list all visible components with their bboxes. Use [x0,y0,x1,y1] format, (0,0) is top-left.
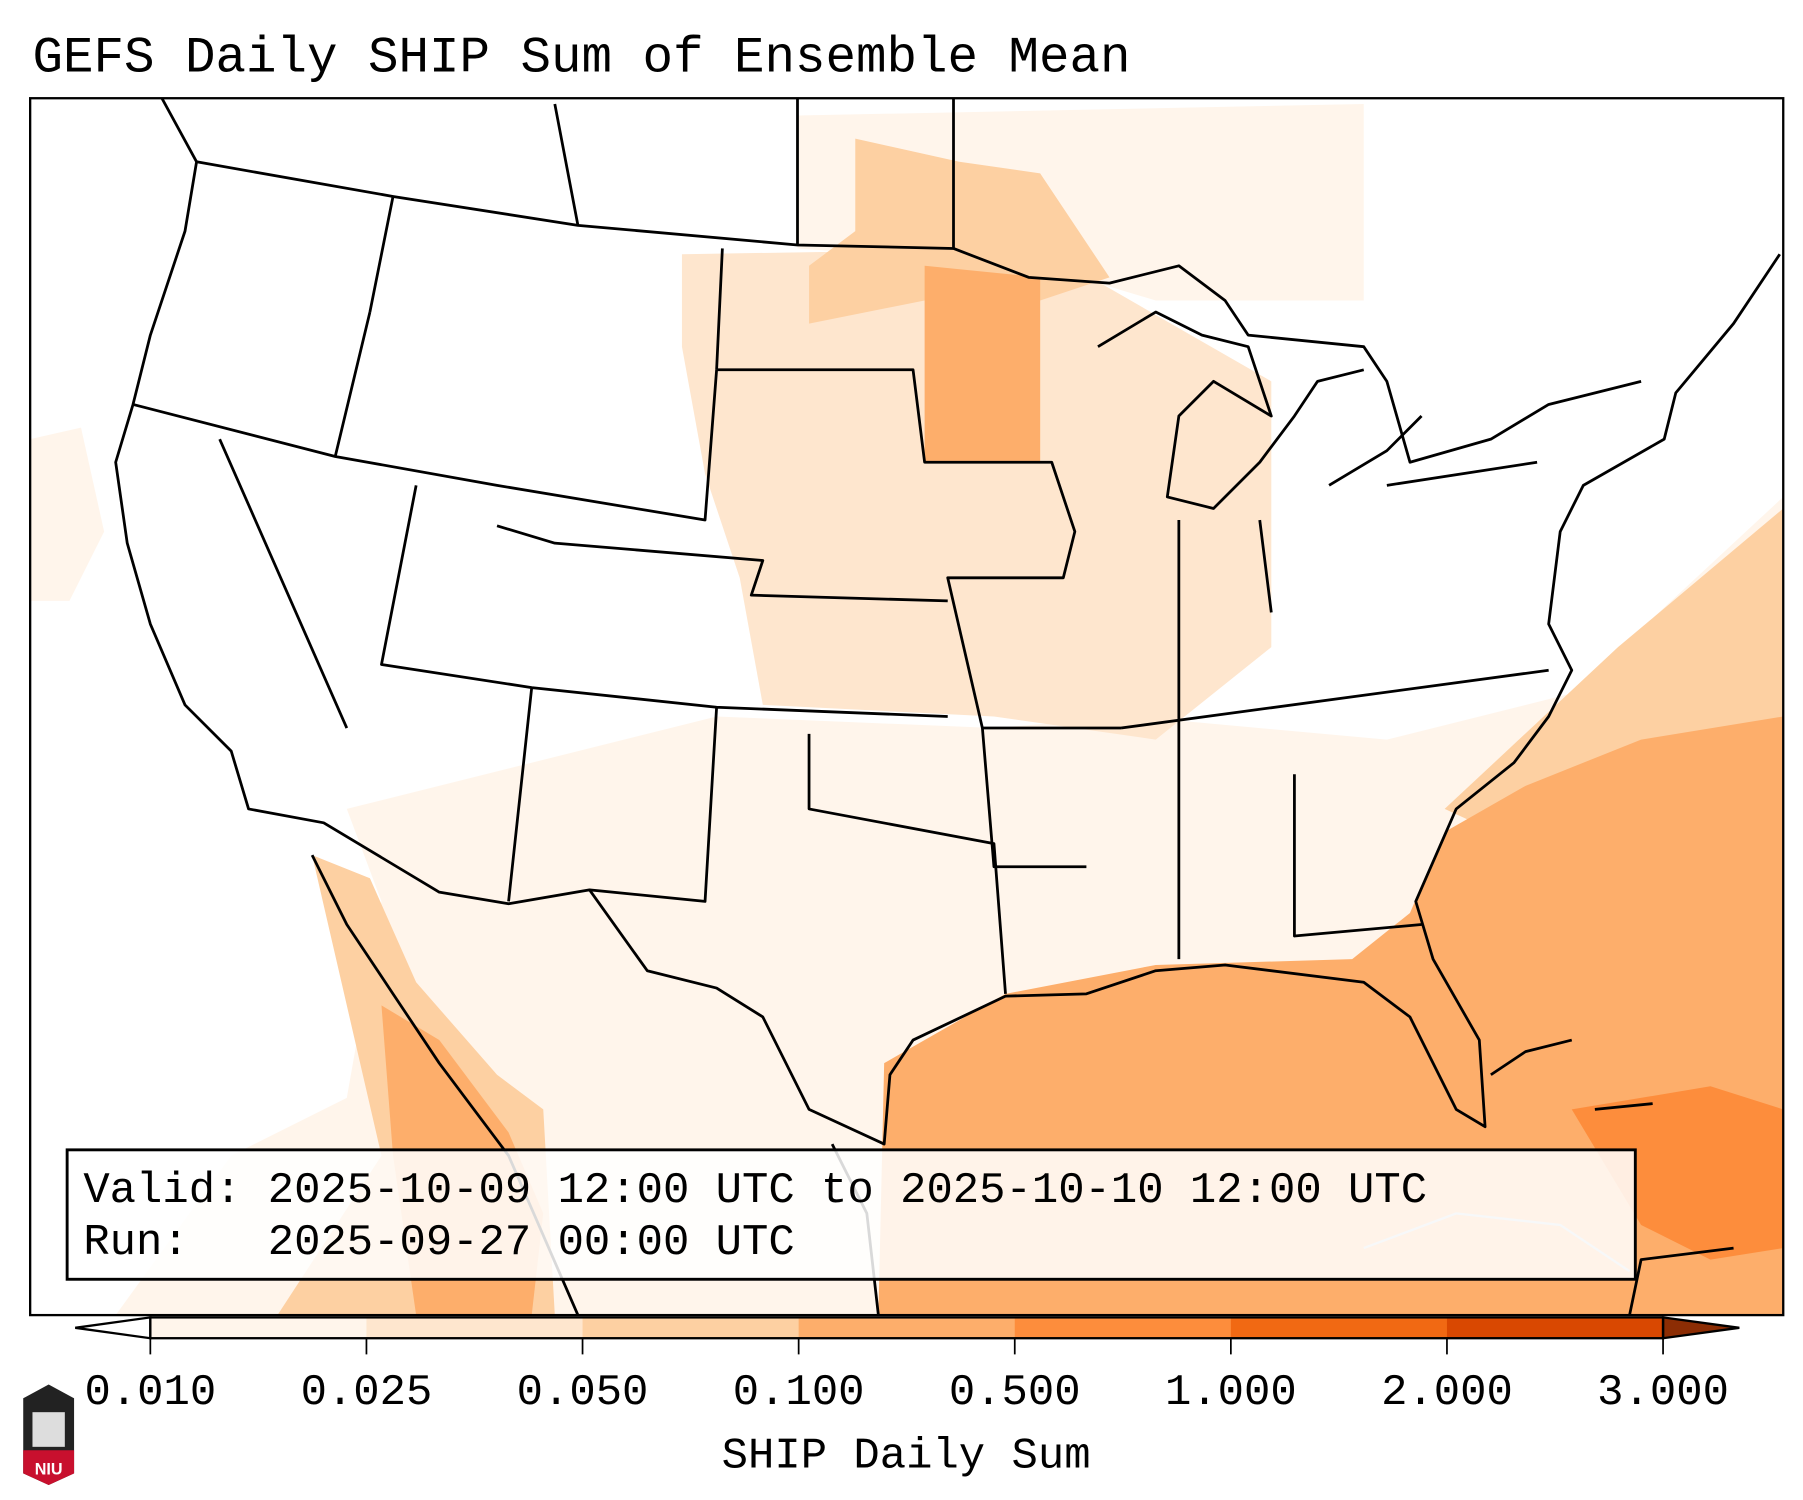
map-panel: Valid: 2025-10-09 12:00 UTC to 2025-10-1… [29,97,1785,1317]
shade-plains-light [681,248,1272,740]
colorbar-segment [798,1317,1016,1339]
niu-logo: NIU [23,1384,75,1485]
colorbar-extend-max [1661,1316,1740,1340]
colorbar-tick-label: 0.100 [733,1368,865,1418]
shade-west-coast [30,427,105,601]
colorbar-frame [149,1316,1665,1340]
great-lakes [1097,310,1423,510]
state-lines [132,98,1549,994]
colorbar-segment [582,1317,800,1339]
colorbar-extend-min [75,1316,152,1340]
colorbar-tick-label: 2.000 [1381,1368,1513,1418]
shade-bahamas [1571,1086,1784,1260]
colorbar-segment [150,1317,368,1339]
page-title: GEFS Daily SHIP Sum of Ensemble Mean [32,31,1130,88]
niu-logo-text: NIU [35,1461,63,1479]
colorbar-tick-label: 0.010 [84,1368,216,1418]
colorbar-segment [1230,1317,1448,1339]
colorbar-segment [1014,1317,1232,1339]
shade-minnesota [924,265,1041,463]
colorbar-ticks: 0.010 0.025 0.050 0.100 0.500 1.000 2.000 3.000 [84,1338,1729,1418]
colorbar-tick-label: 0.050 [517,1368,649,1418]
colorbar-label: SHIP Daily Sum [722,1432,1091,1482]
colorbar [75,1316,1740,1340]
info-box: Valid: 2025-10-09 12:00 UTC to 2025-10-1… [65,1148,1637,1281]
colorbar-segment [366,1317,584,1339]
colorbar-tick-label: 1.000 [1165,1368,1297,1418]
run-time-text: Run: 2025-09-27 00:00 UTC [83,1218,794,1268]
colorbar-segment [1446,1317,1664,1339]
shading-layer [30,104,1784,1316]
colorbar-tick-label: 0.500 [949,1368,1081,1418]
us-outline [114,98,1781,1146]
colorbar-tick-label: 0.025 [301,1368,433,1418]
valid-time-text: Valid: 2025-10-09 12:00 UTC to 2025-10-1… [83,1166,1427,1216]
canada-border [196,160,1642,464]
colorbar-tick-label: 3.000 [1597,1368,1729,1418]
